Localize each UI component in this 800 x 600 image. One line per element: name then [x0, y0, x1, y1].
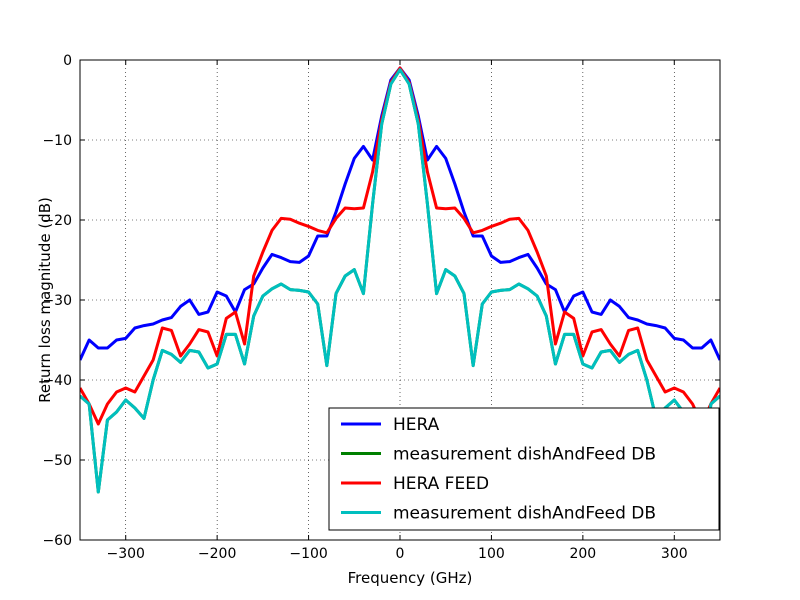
x-tick-label: 0	[396, 546, 405, 562]
legend-box	[328, 407, 720, 531]
legend-label-3: HERA FEED	[393, 474, 489, 494]
series-line-4	[80, 68, 720, 494]
series-lines	[80, 66, 720, 494]
legend: HERA measurement dishAndFeed DB HERA FEED m…	[328, 407, 720, 531]
y-tick-label: −50	[42, 453, 72, 469]
y-tick-label: −20	[42, 213, 72, 229]
y-tick-label: −60	[42, 533, 72, 549]
x-tick-label: −100	[289, 546, 327, 562]
axis-ticks: −300 −200 −100 0 100 200 300 0 −10 −20 −30 −40 −50 −6…	[42, 53, 720, 562]
legend-label-4: measurement dishAndFeed DB	[393, 504, 656, 524]
x-tick-label: 100	[478, 546, 505, 562]
y-axis-label: Return loss magnitude (dB)	[36, 197, 54, 403]
y-tick-label: −30	[42, 293, 72, 309]
x-tick-label: 200	[569, 546, 596, 562]
legend-label-1: HERA	[393, 415, 440, 435]
y-tick-label: −10	[42, 133, 72, 149]
series-line-3	[80, 66, 720, 426]
y-tick-label: −40	[42, 373, 72, 389]
x-tick-label: 300	[661, 546, 688, 562]
x-tick-label: −300	[106, 546, 144, 562]
legend-label-2: measurement dishAndFeed DB	[393, 445, 656, 465]
x-axis-label: Frequency (GHz)	[348, 569, 473, 587]
y-tick-label: 0	[63, 53, 72, 69]
x-tick-label: −200	[198, 546, 236, 562]
